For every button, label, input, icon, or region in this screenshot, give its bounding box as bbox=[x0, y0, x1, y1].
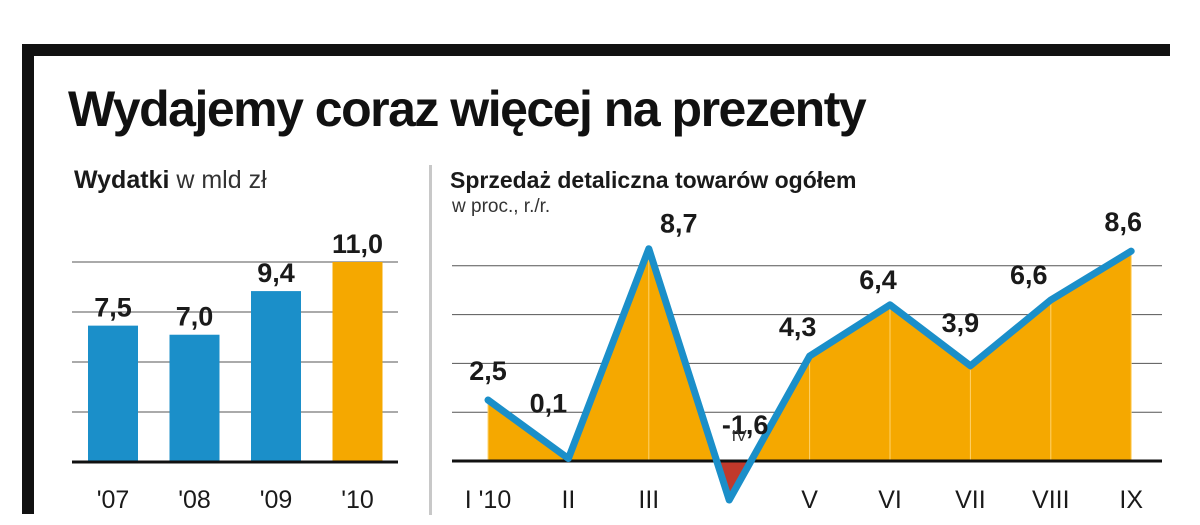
line-category-label: II bbox=[561, 486, 575, 514]
bar-value-label: 7,5 bbox=[94, 293, 132, 323]
bar bbox=[169, 334, 220, 462]
line-value-label: 6,4 bbox=[859, 265, 897, 295]
bar-category-label: '07 bbox=[97, 486, 130, 514]
line-category-label: III bbox=[638, 486, 659, 514]
line-value-label: 0,1 bbox=[530, 389, 568, 419]
headline: Wydajemy coraz więcej na prezenty bbox=[68, 81, 867, 137]
bar-value-label: 7,0 bbox=[176, 302, 214, 332]
line-value-label: 8,7 bbox=[660, 209, 698, 239]
line-category-label: VII bbox=[955, 486, 986, 514]
bar-category-label: '10 bbox=[341, 486, 374, 514]
line-category-label: IV bbox=[732, 428, 747, 445]
line-category-label: VI bbox=[878, 486, 902, 514]
panel-divider bbox=[429, 165, 432, 515]
line-category-label: VIII bbox=[1032, 486, 1070, 514]
bar-value-label: 11,0 bbox=[332, 229, 383, 259]
bar bbox=[332, 262, 383, 462]
frame-left-rule bbox=[22, 44, 34, 514]
line-value-label: 3,9 bbox=[942, 308, 980, 338]
bar-value-label: 9,4 bbox=[257, 258, 295, 288]
line-value-label: 8,6 bbox=[1104, 207, 1142, 237]
bar-category-label: '09 bbox=[260, 486, 293, 514]
line-value-label: 2,5 bbox=[469, 356, 507, 386]
bar-chart-units: w mld zł bbox=[176, 166, 267, 194]
bar bbox=[88, 325, 138, 462]
line-value-label: 4,3 bbox=[779, 312, 817, 342]
line-category-label: V bbox=[801, 486, 818, 514]
line-category-label: I '10 bbox=[465, 486, 511, 514]
bar-chart-title: Wydatki w mld zł bbox=[74, 166, 267, 195]
line-chart-subtitle: w proc., r./r. bbox=[452, 196, 551, 217]
frame-top-rule bbox=[22, 44, 1170, 56]
bar-chart-title-text: Wydatki bbox=[74, 166, 170, 194]
line-value-label: -1,6 bbox=[722, 410, 769, 440]
bar bbox=[251, 291, 301, 462]
line-chart-title: Sprzedaż detaliczna towarów ogółem bbox=[450, 167, 857, 193]
series-line bbox=[484, 245, 1135, 504]
line-value-label: 6,6 bbox=[1010, 260, 1048, 290]
bar-category-label: '08 bbox=[178, 486, 211, 514]
line-category-label: IX bbox=[1119, 486, 1143, 514]
